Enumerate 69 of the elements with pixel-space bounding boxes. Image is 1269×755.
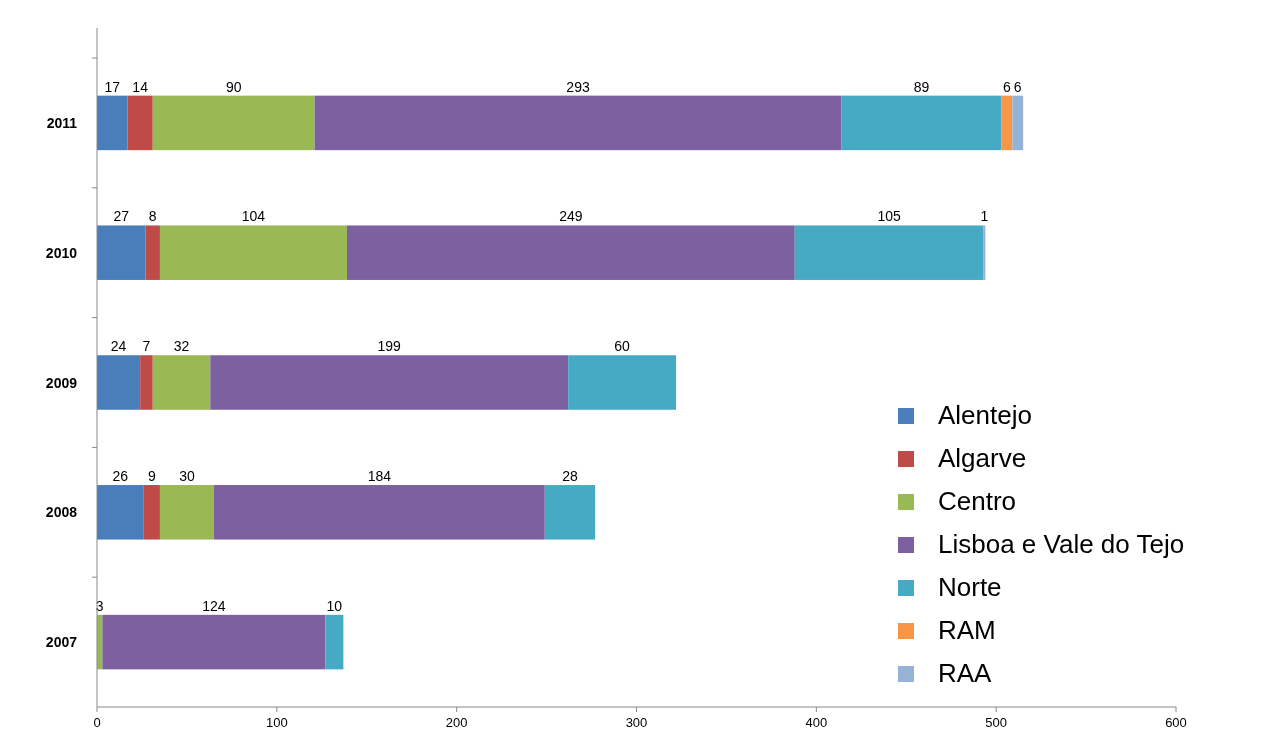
bar xyxy=(159,225,347,280)
x-tick-label: 500 xyxy=(985,715,1008,730)
bar xyxy=(1001,95,1013,151)
bar xyxy=(97,355,141,410)
bar xyxy=(140,355,153,410)
data-label: 8 xyxy=(148,208,157,225)
legend-label: Algarve xyxy=(938,443,1027,473)
data-label: 26 xyxy=(112,468,129,485)
data-label: 30 xyxy=(179,468,195,485)
bar xyxy=(152,95,315,151)
data-label: 3 xyxy=(95,597,104,614)
bar xyxy=(102,614,326,670)
bar xyxy=(159,485,214,540)
bar xyxy=(841,95,1002,151)
bar xyxy=(127,95,153,151)
data-label: 184 xyxy=(367,468,392,485)
data-label: 1 xyxy=(980,208,989,225)
x-tick-label: 400 xyxy=(805,715,828,730)
x-tick-label: 300 xyxy=(625,715,648,730)
data-label: 14 xyxy=(132,78,149,95)
legend-label: RAA xyxy=(938,658,993,688)
bar xyxy=(213,485,545,540)
data-label: 249 xyxy=(559,208,583,225)
data-label: 104 xyxy=(241,208,266,225)
data-label: 28 xyxy=(562,468,578,485)
bar xyxy=(1012,95,1024,151)
bar xyxy=(794,225,984,280)
bar xyxy=(325,614,344,670)
y-tick-label: 2010 xyxy=(45,244,78,261)
bar xyxy=(97,95,128,151)
x-tick-label: 100 xyxy=(265,715,288,730)
data-label: 6 xyxy=(1013,78,1022,95)
data-label: 24 xyxy=(110,338,127,355)
legend-label: Centro xyxy=(938,486,1017,516)
y-tick-label: 2009 xyxy=(45,374,78,391)
bar xyxy=(97,485,144,540)
data-label: 199 xyxy=(377,338,402,355)
bar xyxy=(210,355,569,410)
x-tick-label: 0 xyxy=(93,715,101,730)
data-label: 124 xyxy=(202,597,226,614)
y-tick-label: 2011 xyxy=(46,114,78,131)
legend-label: Norte xyxy=(938,572,1002,602)
bar xyxy=(544,485,596,540)
data-label: 105 xyxy=(877,208,902,225)
data-label: 90 xyxy=(225,78,242,95)
data-label: 10 xyxy=(326,597,343,614)
data-label: 7 xyxy=(142,338,151,355)
legend-label: RAM xyxy=(938,615,996,645)
bar xyxy=(568,355,677,410)
legend-label: Alentejo xyxy=(938,400,1032,430)
data-label: 27 xyxy=(113,208,130,225)
bar xyxy=(143,485,160,540)
data-label: 89 xyxy=(913,78,930,95)
x-tick-label: 600 xyxy=(1165,715,1187,730)
bar xyxy=(314,95,842,151)
y-tick-label: 2008 xyxy=(45,504,78,521)
data-label: 293 xyxy=(566,78,590,95)
bar xyxy=(97,225,146,280)
x-tick-label: 200 xyxy=(445,715,468,730)
legend-label: Lisboa e Vale do Tejo xyxy=(938,529,1185,559)
data-label: 60 xyxy=(614,338,631,355)
data-label: 32 xyxy=(173,338,190,355)
data-label: 17 xyxy=(104,78,121,95)
data-label: 9 xyxy=(147,468,156,485)
data-label: 6 xyxy=(1003,78,1012,95)
bar xyxy=(145,225,160,280)
bar xyxy=(346,225,795,280)
bar xyxy=(152,355,211,410)
y-tick-label: 2007 xyxy=(45,634,78,651)
